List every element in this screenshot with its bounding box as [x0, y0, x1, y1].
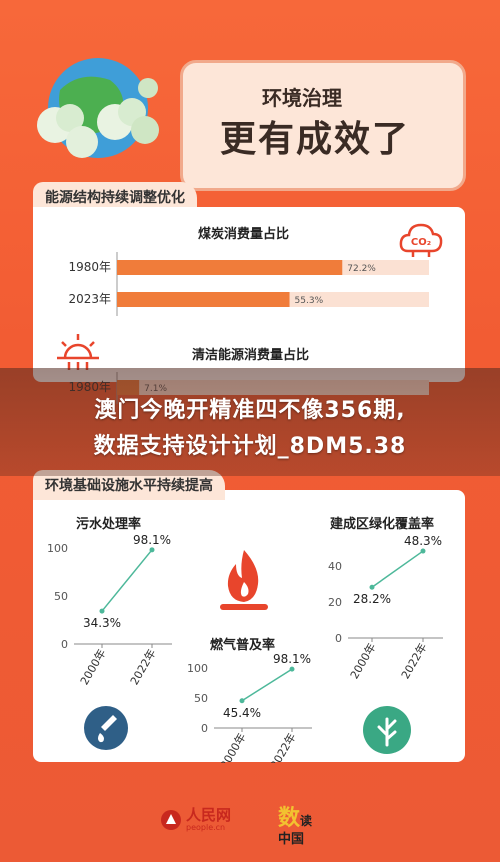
y-tick-label: 50 — [54, 590, 68, 603]
series-line — [241, 668, 293, 702]
water-drop-icon — [83, 705, 129, 755]
people-logo-text: 人民网 — [186, 806, 232, 824]
overlay-line-1: 澳门今晚开精准四不像356期, — [94, 398, 406, 423]
x-tick-label: 2022年 — [398, 641, 430, 682]
bar-category-label: 2023年 — [68, 292, 111, 306]
bar-data-label: 55.3% — [295, 296, 324, 306]
co2-text: CO₂ — [411, 237, 431, 248]
data-label: 98.1% — [133, 533, 171, 547]
overlay-banner — [0, 368, 500, 476]
y-tick-label: 100 — [187, 662, 208, 675]
data-label: 34.3% — [83, 616, 121, 630]
data-point — [369, 584, 375, 590]
y-tick-label: 0 — [335, 632, 342, 645]
data-point — [149, 547, 155, 553]
x-tick-label: 2000年 — [77, 647, 109, 688]
chart1-title: 煤炭消费量占比 — [198, 227, 290, 242]
y-tick-label: 50 — [194, 692, 208, 705]
series-line — [371, 550, 424, 588]
read-china-logo-c: 中国 — [278, 832, 305, 847]
coal-bar-chart: 1980年 72.2% 2023年 55.3% — [68, 252, 429, 316]
gas-title: 燃气普及率 — [210, 638, 276, 653]
y-tick-label: 100 — [47, 542, 68, 555]
x-tick-label: 2000年 — [217, 731, 249, 764]
sewage-line-chart: 100 50 0 2000年 2022年 34.3% 98.1% — [47, 533, 172, 688]
people-logo-sub: people.cn — [186, 823, 226, 832]
y-tick-label: 40 — [328, 560, 342, 573]
sun-icon — [55, 330, 101, 374]
header-title: 更有成效了 — [220, 119, 411, 160]
chart2-title: 清洁能源消费量占比 — [192, 348, 310, 363]
bar — [117, 292, 290, 307]
x-tick-label: 2022年 — [127, 647, 159, 688]
y-tick-label: 20 — [328, 596, 342, 609]
data-label: 45.4% — [223, 706, 261, 720]
earth-illustration — [20, 50, 170, 165]
header-subtitle: 环境治理 — [262, 86, 342, 110]
series-line — [101, 549, 153, 612]
gas-line-chart: 100 50 0 2000年 2022年 45.4% 98.1% — [187, 652, 312, 764]
people-logo: 人民网 people.cn — [160, 808, 231, 832]
x-tick-label: 2022年 — [267, 731, 299, 764]
read-china-logo: 数读 中国 — [278, 800, 312, 847]
data-label: 48.3% — [404, 534, 442, 548]
green-title: 建成区绿化覆盖率 — [330, 517, 435, 532]
sewage-title: 污水处理率 — [76, 517, 142, 532]
data-point — [99, 608, 105, 614]
data-label: 98.1% — [273, 652, 311, 666]
read-china-logo-b: 读 — [300, 814, 313, 828]
bar-category-label: 1980年 — [68, 260, 111, 274]
y-tick-label: 0 — [61, 638, 68, 651]
green-line-chart: 40 20 0 2000年 2022年 28.2% 48.3% — [328, 534, 443, 682]
read-china-logo-a: 数 — [278, 806, 301, 831]
y-tick-label: 0 — [201, 722, 208, 735]
overlay-line-2: 数据支持设计计划_8DM5.38 — [93, 434, 407, 459]
co2-cloud-icon: CO₂ — [398, 217, 444, 261]
bar — [117, 260, 343, 275]
tree-icon — [362, 705, 412, 759]
data-point — [420, 548, 426, 554]
data-point — [239, 698, 245, 704]
bar-data-label: 72.2% — [347, 264, 376, 274]
data-point — [289, 666, 295, 672]
title-box — [180, 60, 466, 191]
data-label: 28.2% — [353, 592, 391, 606]
x-tick-label: 2000年 — [347, 641, 379, 682]
flame-icon — [212, 546, 276, 620]
